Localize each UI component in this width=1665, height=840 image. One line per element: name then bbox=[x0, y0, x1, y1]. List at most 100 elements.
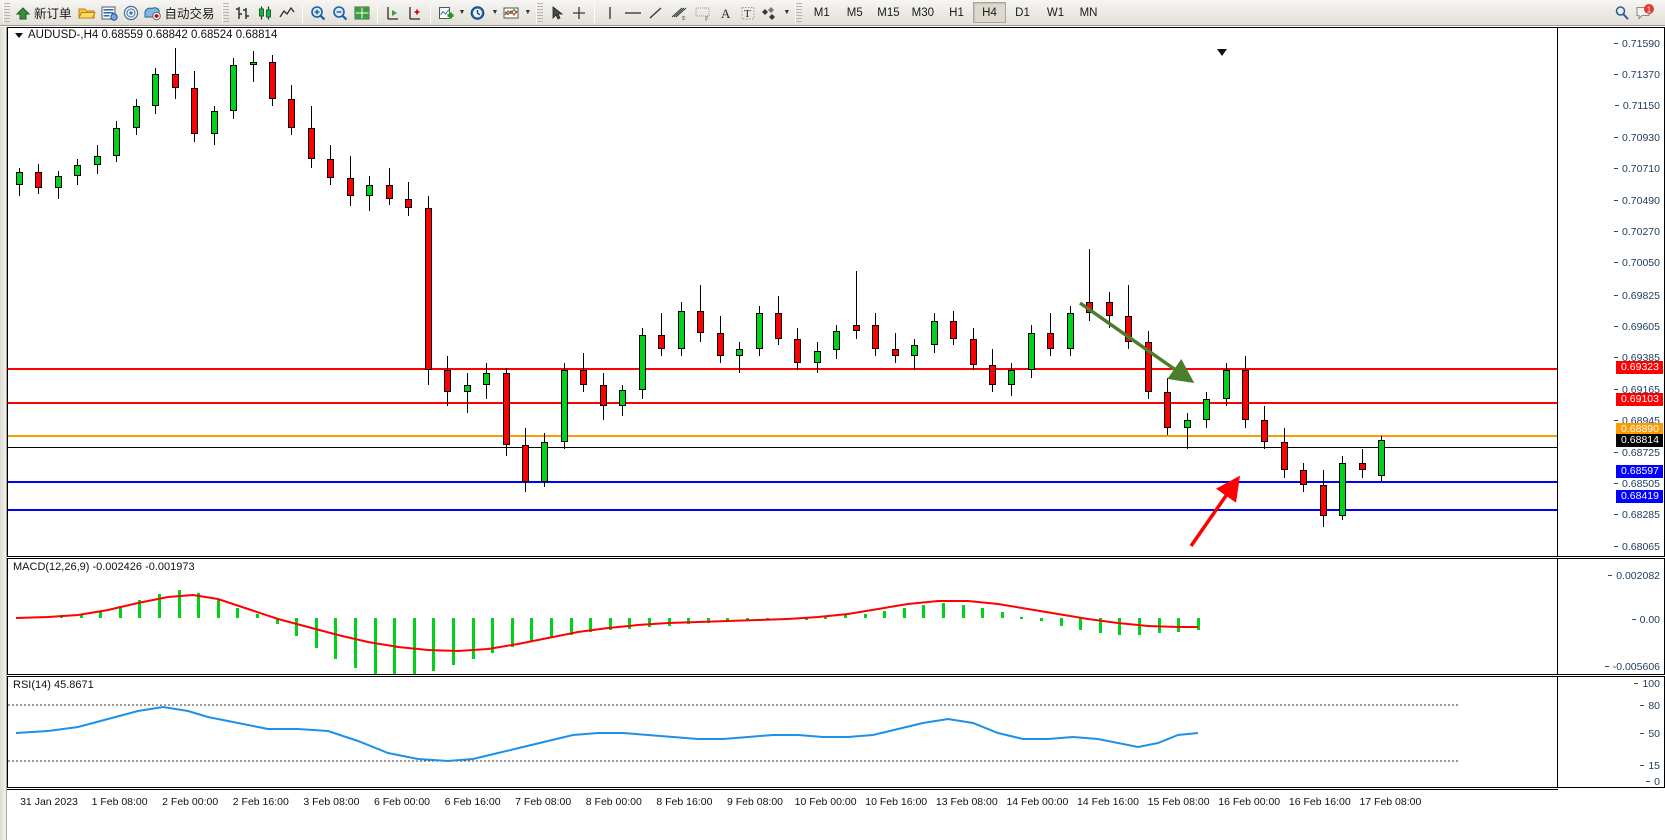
candle-body bbox=[1222, 370, 1230, 400]
toolbar-grip-3[interactable] bbox=[536, 2, 544, 23]
level-line-5[interactable] bbox=[8, 509, 1557, 511]
text-button[interactable]: A bbox=[715, 2, 737, 24]
cursor-button[interactable] bbox=[546, 2, 568, 24]
macd-bar bbox=[844, 615, 847, 618]
vertical-line-button[interactable] bbox=[599, 2, 621, 24]
timeframe-h1[interactable]: H1 bbox=[949, 6, 964, 19]
price-badge-resistance-lower[interactable]: 0.69103 bbox=[1616, 392, 1663, 406]
bar-chart-button[interactable] bbox=[232, 2, 254, 24]
candle bbox=[502, 28, 511, 556]
time-label: 14 Feb 00:00 bbox=[1006, 796, 1069, 808]
price-pane[interactable]: AUDUSD-,H4 0.68559 0.68842 0.68524 0.688… bbox=[7, 27, 1665, 557]
notifications-button[interactable]: 1 bbox=[1633, 2, 1657, 24]
timeframe-m5[interactable]: M5 bbox=[846, 6, 863, 19]
macd-bar bbox=[1059, 618, 1063, 626]
tile-windows-button[interactable] bbox=[351, 2, 373, 24]
line-chart-button[interactable] bbox=[276, 2, 298, 24]
rsi-scale[interactable]: 100 80 50 15 0 bbox=[1557, 677, 1664, 787]
macd-pane[interactable]: MACD(12,26,9) -0.002426 -0.001973 0.0020… bbox=[7, 558, 1665, 675]
price-badge-current-price[interactable]: 0.68814 bbox=[1616, 433, 1663, 447]
candle-body bbox=[288, 99, 296, 128]
level-line-4[interactable] bbox=[8, 481, 1557, 483]
timeframe-m1[interactable]: M1 bbox=[813, 6, 830, 19]
zoom-out-button[interactable] bbox=[329, 2, 351, 24]
price-badge-resistance-upper[interactable]: 0.69323 bbox=[1616, 361, 1663, 375]
shapes-dropdown[interactable]: ▼ bbox=[759, 2, 792, 24]
up-arrow-annotation[interactable] bbox=[1189, 475, 1241, 548]
zoom-in-button[interactable] bbox=[307, 2, 329, 24]
rsi-plot-area[interactable] bbox=[8, 677, 1557, 787]
candle-body bbox=[74, 164, 82, 177]
candle bbox=[930, 28, 939, 556]
toolbar-grip[interactable] bbox=[3, 2, 10, 23]
templates-dropdown[interactable]: ▼ bbox=[500, 2, 533, 24]
candle bbox=[1183, 28, 1192, 556]
macd-bar bbox=[1118, 618, 1122, 635]
price-badge-support-upper[interactable]: 0.68597 bbox=[1616, 464, 1663, 478]
price-tick: 0.69165 bbox=[1614, 383, 1660, 396]
rsi-tick: 50 bbox=[1640, 728, 1660, 740]
horizontal-line-button[interactable] bbox=[621, 2, 645, 24]
candle-body bbox=[716, 333, 724, 357]
level-line-0[interactable] bbox=[8, 368, 1557, 370]
profiles-button[interactable] bbox=[98, 2, 120, 24]
text-label-button[interactable]: T bbox=[737, 2, 759, 24]
candle bbox=[813, 28, 822, 556]
timeframe-h4[interactable]: H4 bbox=[973, 2, 1007, 23]
rsi-pane[interactable]: RSI(14) 45.8671 100 80 50 15 0 bbox=[7, 676, 1665, 788]
timeframe-mn[interactable]: MN bbox=[1079, 6, 1098, 19]
timeframe-m15[interactable]: M15 bbox=[877, 6, 900, 19]
shift-end-button[interactable] bbox=[404, 2, 426, 24]
price-badge-pivot-line[interactable]: 0.68890 bbox=[1616, 422, 1663, 436]
chart-symbol-text: AUDUSD-,H4 0.68559 0.68842 0.68524 0.688… bbox=[28, 29, 278, 41]
add-indicator-dropdown[interactable]: ▼ bbox=[435, 2, 468, 24]
time-label: 6 Feb 00:00 bbox=[373, 796, 431, 808]
price-tick: 0.70930 bbox=[1614, 131, 1660, 144]
shift-start-button[interactable] bbox=[382, 2, 404, 24]
candle-wick bbox=[1089, 249, 1091, 321]
trendline-button[interactable] bbox=[645, 2, 667, 24]
new-order-button[interactable]: 新订单 bbox=[13, 2, 76, 24]
toolbar-grip-4[interactable] bbox=[795, 2, 803, 23]
chevron-down-icon-4[interactable]: ▼ bbox=[783, 9, 791, 16]
candle-body bbox=[268, 62, 276, 100]
market-watch-button[interactable] bbox=[120, 2, 142, 24]
timeframe-m30[interactable]: M30 bbox=[911, 6, 935, 19]
candle-body bbox=[385, 184, 393, 200]
macd-bar bbox=[99, 610, 103, 618]
down-arrow-annotation[interactable] bbox=[1078, 301, 1195, 384]
price-plot-area[interactable] bbox=[8, 28, 1557, 556]
timeframe-d1[interactable]: D1 bbox=[1015, 6, 1030, 19]
chart-menu-caret-icon[interactable] bbox=[15, 32, 23, 38]
chevron-down-icon-3[interactable]: ▼ bbox=[524, 9, 532, 16]
level-line-1[interactable] bbox=[8, 402, 1557, 404]
macd-bar bbox=[961, 604, 965, 618]
chevron-down-icon-2[interactable]: ▼ bbox=[491, 9, 499, 16]
search-button[interactable] bbox=[1611, 2, 1633, 24]
chevron-down-icon[interactable]: ▼ bbox=[458, 9, 466, 16]
candle-body bbox=[930, 320, 938, 345]
fibonacci-button[interactable]: E bbox=[667, 2, 691, 24]
macd-bar bbox=[158, 594, 161, 618]
level-line-3[interactable] bbox=[8, 447, 1557, 448]
level-line-2[interactable] bbox=[8, 435, 1557, 437]
candle bbox=[249, 28, 258, 556]
time-label: 17 Feb 08:00 bbox=[1359, 796, 1422, 808]
macd-bar bbox=[883, 610, 887, 618]
macd-plot-area[interactable] bbox=[8, 559, 1557, 674]
period-dropdown[interactable]: ▼ bbox=[467, 2, 500, 24]
candlestick-chart-button[interactable] bbox=[254, 2, 276, 24]
candle-wick bbox=[466, 373, 468, 414]
toolbar-grip-2[interactable] bbox=[221, 2, 229, 23]
candle-body bbox=[424, 207, 432, 371]
timeframe-w1[interactable]: W1 bbox=[1046, 6, 1065, 19]
channel-button[interactable]: F bbox=[691, 2, 715, 24]
autotrading-button[interactable]: 自动交易 bbox=[142, 2, 219, 24]
indicator-icon bbox=[386, 6, 398, 20]
macd-scale[interactable]: 0.002082 0.00 -0.005606 bbox=[1557, 559, 1664, 674]
crosshair-button[interactable] bbox=[568, 2, 590, 24]
price-scale[interactable]: 0.71590 0.71370 0.71150 0.70930 0.70710 0.704… bbox=[1557, 28, 1664, 556]
chart-top-marker-icon bbox=[1217, 49, 1227, 56]
price-badge-support-lower[interactable]: 0.68419 bbox=[1616, 490, 1663, 504]
folder-button[interactable] bbox=[76, 2, 98, 24]
